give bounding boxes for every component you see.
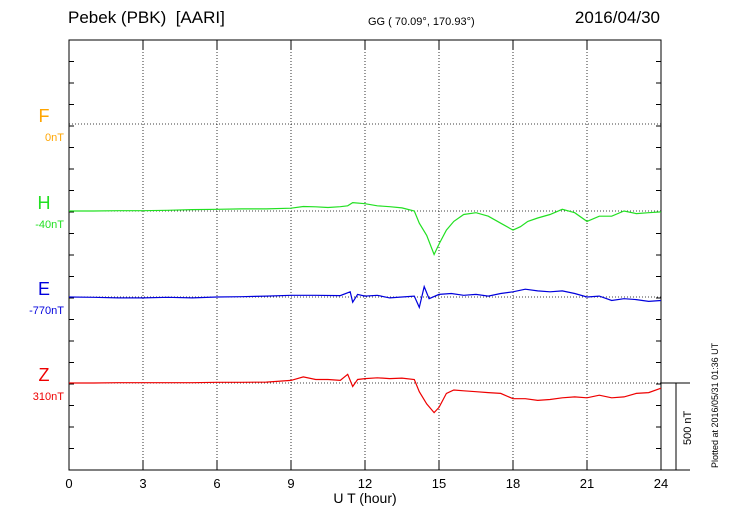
- channel-baseline-z: 310nT: [33, 391, 64, 403]
- channel-labels: F 0nT H -40nT E -770nT Z 310nT: [29, 106, 64, 403]
- scale-bar: 500 nT: [661, 382, 694, 471]
- x-tick-label: 9: [287, 476, 294, 491]
- scale-bar-label: 500 nT: [682, 410, 694, 445]
- channel-baseline-f: 0nT: [45, 132, 64, 144]
- coords-label: GG ( 70.09°, 170.93°): [368, 16, 475, 28]
- x-tick-label: 12: [358, 476, 372, 491]
- x-tick-label: 24: [654, 476, 668, 491]
- x-axis-label: U T (hour): [333, 490, 396, 506]
- channel-baseline-h: -40nT: [35, 219, 64, 231]
- x-tick-label: 6: [213, 476, 220, 491]
- series-z-line: [69, 373, 662, 414]
- grid: [69, 40, 661, 470]
- series-h-line: [69, 201, 662, 257]
- station-title: Pebek (PBK) [AARI]: [68, 8, 225, 27]
- x-tick-label: 21: [580, 476, 594, 491]
- x-tick-label: 0: [65, 476, 72, 491]
- channel-name-f: F: [39, 106, 50, 126]
- x-tick-label: 15: [432, 476, 446, 491]
- channel-baseline-e: -770nT: [29, 305, 64, 317]
- plot-frame: [68, 39, 662, 471]
- date-label: 2016/04/30: [574, 8, 660, 27]
- traces: [68, 201, 662, 414]
- x-tick-label: 18: [506, 476, 520, 491]
- x-axis-ticks: 0 3 6 9 12 15 18 21 24: [65, 39, 668, 491]
- x-tick-label: 3: [139, 476, 146, 491]
- channel-name-h: H: [38, 193, 51, 213]
- series-e-line: [68, 284, 662, 310]
- channel-name-z: Z: [39, 365, 50, 385]
- channel-name-e: E: [38, 279, 50, 299]
